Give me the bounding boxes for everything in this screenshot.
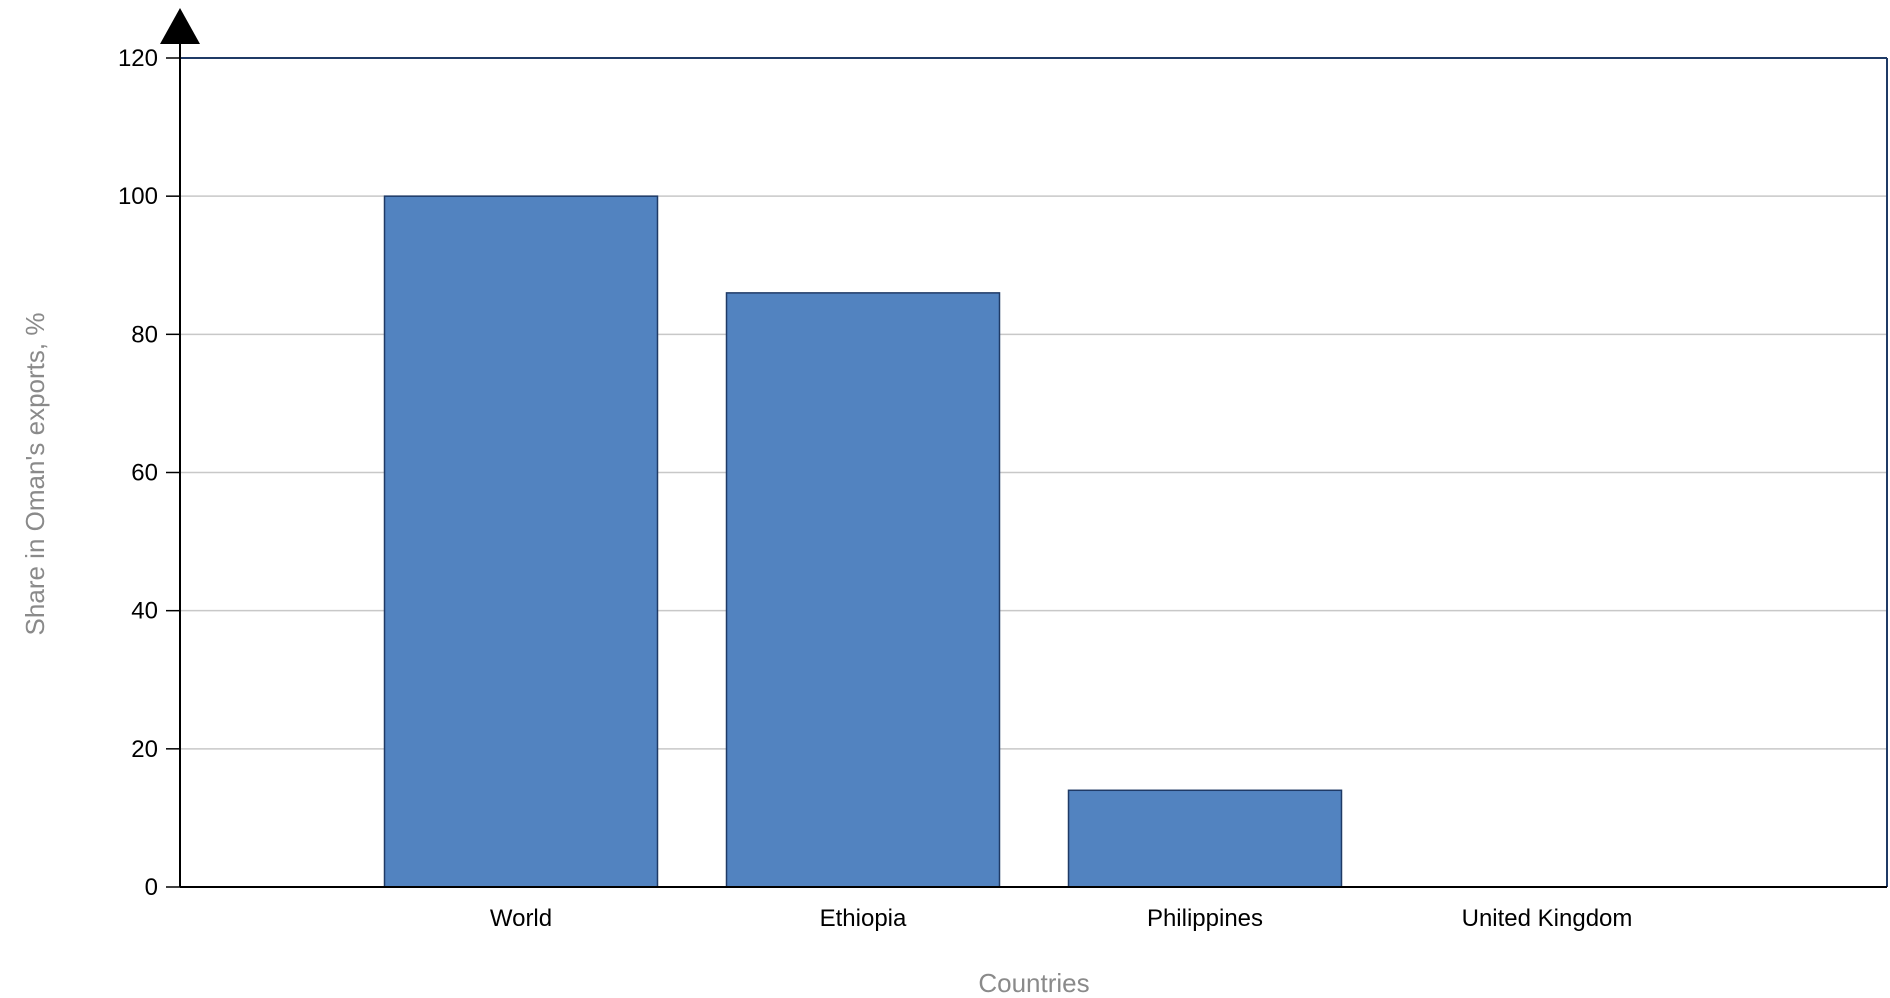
bar xyxy=(383,195,659,888)
y-ticks: 0 20 40 60 80 100 120 xyxy=(118,45,180,901)
y-tick-label: 80 xyxy=(131,321,158,348)
x-tick-label: World xyxy=(490,905,552,932)
x-tick-label: Philippines xyxy=(1147,905,1263,932)
bar xyxy=(1067,789,1343,888)
y-tick-label: 20 xyxy=(131,736,158,763)
x-tick-label: Ethiopia xyxy=(820,905,907,932)
bars xyxy=(383,195,1343,888)
axes xyxy=(160,8,1888,888)
y-tick-label: 0 xyxy=(145,874,158,901)
y-axis-title: Share in Oman's exports, % xyxy=(20,313,50,636)
x-ticks: World Ethiopia Philippines United Kingdom xyxy=(490,905,1633,932)
y-tick-label: 120 xyxy=(118,45,158,72)
bar xyxy=(725,292,1001,888)
y-axis-arrow-icon xyxy=(160,8,200,44)
y-tick-label: 100 xyxy=(118,183,158,210)
x-axis-title: Countries xyxy=(978,968,1089,998)
y-tick-label: 40 xyxy=(131,598,158,625)
x-tick-label: United Kingdom xyxy=(1462,905,1633,932)
y-tick-label: 60 xyxy=(131,460,158,487)
